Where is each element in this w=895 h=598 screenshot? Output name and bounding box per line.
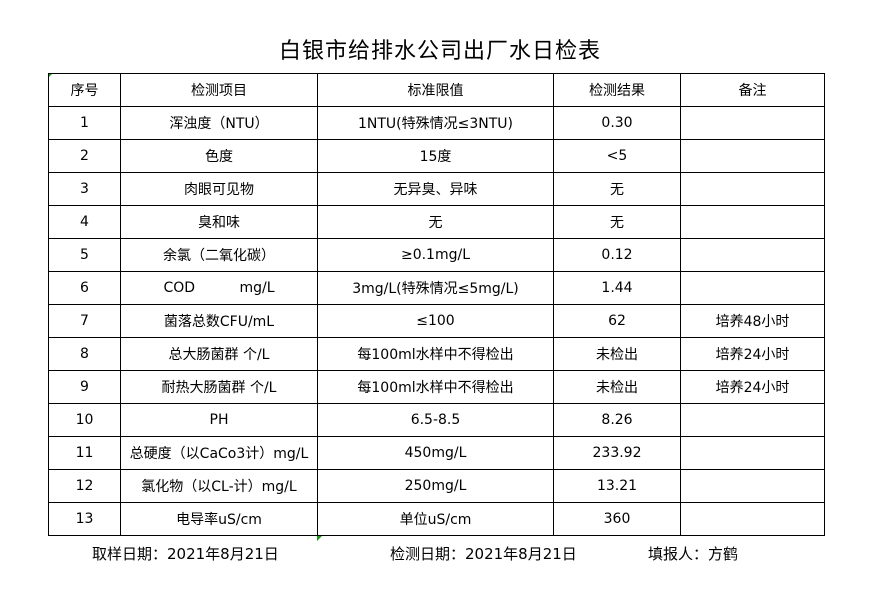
cell-remark: [680, 205, 825, 239]
inspection-table: 序号 检测项目 标准限值 检测结果 备注 1 浑浊度（NTU） 1NTU(特殊情况≤…: [48, 73, 825, 536]
cell-item: COD mg/L: [120, 271, 318, 305]
header-standard: 标准限值: [317, 73, 554, 107]
cell-result: 233.92: [553, 436, 681, 470]
cell-result: 未检出: [553, 337, 681, 371]
cell-item: 肉眼可见物: [120, 172, 318, 206]
test-date: 检测日期：2021年8月21日: [390, 545, 577, 563]
cell-standard: 无: [317, 205, 554, 239]
cell-item: 余氯（二氧化碳）: [120, 238, 318, 272]
cell-standard: 6.5-8.5: [317, 403, 554, 437]
cell-standard: 每100ml水样中不得检出: [317, 370, 554, 404]
cell-standard: 无异臭、异味: [317, 172, 554, 206]
cell-remark: [680, 271, 825, 305]
cell-remark: [680, 502, 825, 536]
cell-index: 4: [48, 205, 121, 239]
cell-standard: ≤100: [317, 304, 554, 338]
header-row: 序号 检测项目 标准限值 检测结果 备注: [48, 73, 825, 107]
cell-remark: [680, 106, 825, 140]
cell-result: 0.30: [553, 106, 681, 140]
header-result: 检测结果: [553, 73, 681, 107]
table-row: 10 PH 6.5-8.5 8.26: [48, 403, 825, 437]
cell-index: 3: [48, 172, 121, 206]
cell-remark: [680, 172, 825, 206]
cell-marker: [317, 536, 322, 541]
cell-standard: 250mg/L: [317, 469, 554, 503]
cell-result: 0.12: [553, 238, 681, 272]
table-row: 4 臭和味无无: [48, 205, 825, 239]
cell-item: 总大肠菌群 个/L: [120, 337, 318, 371]
cell-index: 7: [48, 304, 121, 338]
cell-remark: [680, 403, 825, 437]
sampling-date: 取样日期：2021年8月21日: [92, 545, 279, 563]
table-row: 2 色度 15度 <5: [48, 139, 825, 173]
table-row: 3 肉眼可见物 无异臭、异味无: [48, 172, 825, 206]
cell-item: 臭和味: [120, 205, 318, 239]
table-row: 9 耐热大肠菌群 个/L 每100ml水样中不得检出 未检出 培养24小时: [48, 370, 825, 404]
cell-remark: [680, 436, 825, 470]
cell-index: 11: [48, 436, 121, 470]
header-remark: 备注: [680, 73, 825, 107]
cell-item: 总硬度（以CaCo3计）mg/L: [120, 436, 318, 470]
cell-index: 2: [48, 139, 121, 173]
cell-standard: 每100ml水样中不得检出: [317, 337, 554, 371]
cell-index: 10: [48, 403, 121, 437]
cell-item: 耐热大肠菌群 个/L: [120, 370, 318, 404]
cell-result: 1.44: [553, 271, 681, 305]
cell-item: 氯化物（以CL-计）mg/L: [120, 469, 318, 503]
table-row: 7 菌落总数CFU/mL ≤100 62 培养48小时: [48, 304, 825, 338]
table-row: 6 COD mg/L 3mg/L(特殊情况≤5mg/L) 1.44: [48, 271, 825, 305]
table-row: 1 浑浊度（NTU） 1NTU(特殊情况≤3NTU) 0.30: [48, 106, 825, 140]
cell-index: 9: [48, 370, 121, 404]
cell-remark: 培养48小时: [680, 304, 825, 338]
header-item: 检测项目: [120, 73, 318, 107]
cell-remark: 培养24小时: [680, 337, 825, 371]
cell-remark: [680, 139, 825, 173]
cell-index: 8: [48, 337, 121, 371]
page-title: 白银市给排水公司出厂水日检表: [278, 39, 601, 64]
cell-item: 浑浊度（NTU）: [120, 106, 318, 140]
table-row: 8 总大肠菌群 个/L 每100ml水样中不得检出 未检出 培养24小时: [48, 337, 825, 371]
cell-result: <5: [553, 139, 681, 173]
cell-item: 电导率uS/cm: [120, 502, 318, 536]
cell-index: 6: [48, 271, 121, 305]
cell-result: 62: [553, 304, 681, 338]
reporter: 填报人：方鹤: [648, 545, 739, 563]
cell-index: 5: [48, 238, 121, 272]
cell-item: 菌落总数CFU/mL: [120, 304, 318, 338]
cell-remark: 培养24小时: [680, 370, 825, 404]
table-row: 13 电导率uS/cm 单位uS/cm 360: [48, 502, 825, 536]
cell-standard: 450mg/L: [317, 436, 554, 470]
cell-standard: 3mg/L(特殊情况≤5mg/L): [317, 271, 554, 305]
cell-standard: 15度: [317, 139, 554, 173]
cell-item: PH: [120, 403, 318, 437]
cell-standard: 单位uS/cm: [317, 502, 554, 536]
cell-standard: ≥0.1mg/L: [317, 238, 554, 272]
table-row: 5 余氯（二氧化碳） ≥0.1mg/L 0.12: [48, 238, 825, 272]
cell-index: 13: [48, 502, 121, 536]
cell-remark: [680, 469, 825, 503]
cell-standard: 1NTU(特殊情况≤3NTU): [317, 106, 554, 140]
cell-item: 色度: [120, 139, 318, 173]
cell-result: 360: [553, 502, 681, 536]
table-row: 11 总硬度（以CaCo3计）mg/L 450mg/L 233.92: [48, 436, 825, 470]
cell-result: 无: [553, 172, 681, 206]
cell-result: 8.26: [553, 403, 681, 437]
cell-remark: [680, 238, 825, 272]
cell-index: 1: [48, 106, 121, 140]
cell-result: 未检出: [553, 370, 681, 404]
cell-result: 13.21: [553, 469, 681, 503]
cell-index: 12: [48, 469, 121, 503]
header-index: 序号: [48, 73, 121, 107]
cell-result: 无: [553, 205, 681, 239]
table-row: 12 氯化物（以CL-计）mg/L 250mg/L 13.21: [48, 469, 825, 503]
